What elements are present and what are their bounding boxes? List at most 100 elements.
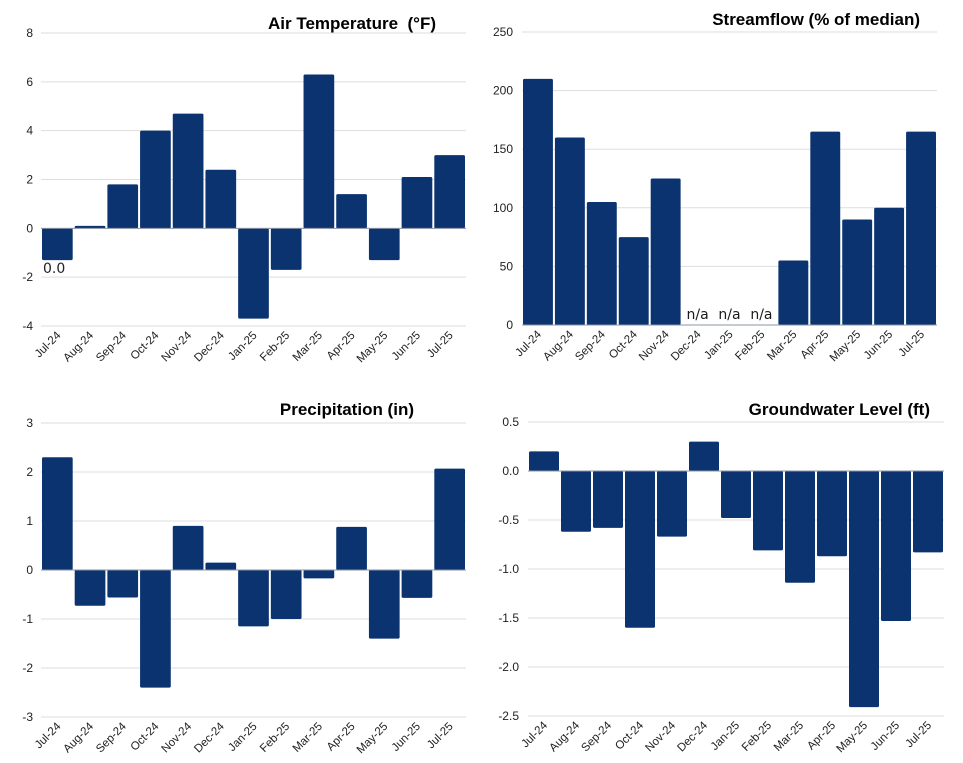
y-tick-label: -3	[22, 710, 33, 724]
x-tick-label: Feb-25	[258, 721, 292, 755]
x-tick-label: Feb-25	[733, 329, 767, 363]
bar	[810, 131, 841, 325]
x-tick-label: Jun-25	[390, 721, 423, 754]
x-tick-label: Nov-24	[160, 329, 195, 364]
x-tick-label: Nov-24	[160, 720, 195, 755]
streamflow-chart: 250 200 150 100 50 0 n/a n/a n/a Jul-24Aug-24Sep-…	[493, 10, 937, 364]
bar	[625, 471, 655, 628]
bar	[554, 137, 585, 325]
bar	[270, 570, 302, 619]
y-tick-label: 2	[26, 465, 33, 479]
bar	[42, 228, 73, 261]
bar	[238, 570, 269, 627]
bar	[336, 194, 367, 229]
x-tick-label: Jul-25	[903, 720, 934, 751]
bar	[336, 526, 367, 570]
y-tick-label: -2.5	[498, 709, 519, 723]
chart-title: Precipitation (in)	[280, 400, 414, 419]
bar	[238, 228, 269, 319]
bar	[401, 570, 433, 598]
x-tick-label: Jun-25	[869, 720, 902, 753]
bar	[721, 471, 751, 519]
x-tick-label: Apr-25	[805, 720, 838, 753]
data-label: 0.0	[43, 261, 65, 277]
bar	[906, 131, 936, 325]
bar	[586, 201, 617, 325]
x-tick-label: Oct-24	[607, 328, 640, 361]
bar	[107, 184, 139, 229]
x-tick-label: Aug-24	[61, 720, 96, 755]
x-tick-label: Sep-24	[94, 329, 129, 364]
y-tick-label: 0	[26, 563, 33, 577]
x-tick-label: Jan-25	[226, 721, 259, 754]
y-tick-label: 1	[26, 514, 33, 528]
x-tick-label: Oct-24	[129, 720, 162, 753]
bar	[140, 130, 171, 229]
missing-value-label: n/a	[686, 307, 708, 323]
y-tick-label: 8	[26, 26, 33, 40]
y-tick-label: -1.5	[498, 611, 519, 625]
chart-title: Groundwater Level (ft)	[749, 400, 930, 419]
x-tick-label: Dec-24	[675, 719, 710, 754]
bar	[817, 471, 847, 557]
x-tick-label: Apr-25	[325, 721, 358, 754]
bar	[434, 155, 465, 229]
x-tick-label: Jan-25	[226, 330, 259, 363]
x-tick-label: Jul-24	[33, 329, 64, 360]
bar	[270, 228, 302, 270]
x-tick-label: Feb-25	[258, 330, 292, 364]
y-tick-label: 100	[493, 201, 513, 215]
groundwater-level-chart: 0.5 0.0 -0.5 -1.0 -1.5 -2.0 -2.5Jul-24Aug-24Se…	[498, 400, 944, 755]
y-tick-label: -1	[22, 612, 33, 626]
bar	[913, 471, 943, 553]
x-tick-label: Jan-25	[702, 329, 735, 362]
bar	[303, 570, 335, 579]
y-tick-label: 250	[493, 25, 513, 39]
x-tick-label: Aug-24	[541, 328, 576, 363]
x-tick-label: Feb-25	[740, 720, 774, 754]
bar	[107, 570, 139, 598]
x-tick-label: Jul-24	[33, 720, 64, 751]
y-tick-label: 2	[26, 173, 33, 187]
bar	[434, 468, 465, 570]
x-tick-label: Jul-25	[897, 329, 928, 360]
bar	[205, 562, 237, 570]
x-tick-label: Jul-25	[425, 721, 456, 752]
y-tick-label: 0	[506, 318, 513, 332]
x-tick-label: Dec-24	[192, 329, 227, 364]
x-tick-label: Sep-24	[573, 328, 608, 363]
x-tick-label: Dec-24	[192, 720, 227, 755]
bar	[74, 570, 106, 606]
bar	[368, 228, 400, 261]
bar	[561, 471, 591, 532]
bar	[368, 570, 400, 639]
bar	[842, 219, 873, 325]
y-tick-label: 0.0	[502, 464, 519, 478]
y-tick-label: -2	[22, 661, 33, 675]
x-tick-label: Sep-24	[579, 719, 614, 754]
y-tick-label: 0	[26, 221, 33, 235]
bar	[657, 471, 687, 537]
y-tick-label: 3	[26, 416, 33, 430]
x-tick-label: Mar-25	[291, 330, 325, 364]
bar	[753, 471, 783, 551]
bar	[205, 169, 237, 229]
bar	[650, 178, 681, 325]
x-tick-label: Oct-24	[613, 719, 646, 752]
x-tick-label: Dec-24	[669, 328, 704, 363]
bar	[778, 260, 809, 325]
bar	[74, 225, 106, 229]
y-tick-label: -1.0	[498, 562, 519, 576]
bar	[881, 471, 911, 621]
x-tick-label: Mar-25	[291, 721, 325, 755]
x-tick-label: Aug-24	[61, 329, 96, 364]
y-tick-label: -0.5	[498, 513, 519, 527]
chart-title: Air Temperature (°F)	[268, 14, 436, 33]
missing-value-label: n/a	[750, 307, 772, 323]
bar	[618, 237, 649, 325]
x-tick-label: Apr-25	[798, 329, 831, 362]
x-tick-label: Jan-25	[709, 720, 742, 753]
